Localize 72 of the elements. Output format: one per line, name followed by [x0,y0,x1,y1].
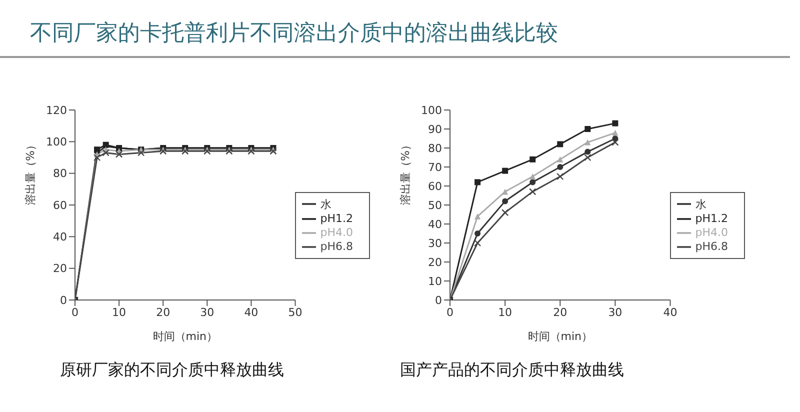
point [501,209,509,216]
x-tick-label: 0 [72,306,78,319]
y-tick-label: 0 [60,294,67,307]
point [530,179,536,186]
point [115,150,123,158]
legend-label: 水 [695,198,706,210]
x-axis-title: 时间（min） [528,330,592,343]
point [612,120,618,126]
y-tick-label: 10 [428,274,442,288]
point [528,188,536,196]
y-tick-label: 0 [435,294,442,307]
point [137,149,145,156]
point [584,148,591,155]
x-tick-label: 50 [288,306,302,319]
y-tick-label: 100 [421,104,442,117]
point [556,172,564,180]
legend-label: pH1.2 [320,212,353,225]
x-tick-label: 40 [244,306,258,319]
point [474,213,481,220]
y-tick-label: 60 [53,198,67,212]
point [93,154,101,162]
chart-title: 不同厂家的卡托普利片不同溶出介质中的溶出曲线比较 [30,20,558,48]
x-tick-label: 10 [498,306,512,319]
y-tick-label: 90 [428,122,442,136]
point [557,164,564,170]
point [612,130,618,136]
y-tick-label: 100 [46,136,67,149]
y-tick-label: 70 [428,160,442,174]
y-tick-label: 80 [428,142,442,155]
text: 原研厂家的不同介质中释放曲线 [60,360,284,381]
point [530,174,536,180]
y-tick-label: 20 [428,256,442,269]
text: 国产产品的不同介质中释放曲线 [400,360,624,381]
y-axis-title: 溶出量（%） [24,140,37,205]
point [474,239,482,247]
y-axis-title: 溶出量（%） [398,140,412,205]
point [502,168,508,174]
point [584,139,591,146]
x-tick-label: 20 [156,306,170,319]
point [584,154,592,162]
point [474,230,481,236]
y-tick-label: 40 [53,230,67,244]
legend-label: pH6.8 [695,240,728,253]
x-tick-label: 30 [200,306,214,319]
y-tick-label: 80 [53,167,67,180]
point [557,141,564,148]
y-tick-label: 120 [46,104,67,117]
x-tick-label: 0 [446,306,454,319]
y-tick-label: 40 [428,218,442,231]
point [102,149,110,156]
point [474,179,481,186]
legend-label: 水 [320,198,332,210]
point [530,156,536,162]
point [502,198,508,204]
legend-label: pH4.0 [695,226,728,239]
y-tick-label: 30 [428,236,442,250]
x-tick-label: 40 [663,306,678,319]
legend-label: pH4.0 [320,226,353,239]
point [94,146,100,153]
point [502,188,508,195]
legend-label: pH6.8 [320,240,353,253]
y-tick-label: 60 [428,180,442,193]
legend-label: pH1.2 [695,212,728,225]
x-tick-label: 20 [553,306,568,319]
x-tick-label: 10 [112,306,126,319]
point [612,138,619,146]
y-tick-label: 20 [53,262,67,276]
x-tick-label: 30 [608,306,622,319]
point [557,156,564,162]
point [584,126,591,132]
y-tick-label: 50 [428,198,442,212]
x-axis-title: 时间（min） [152,330,218,343]
